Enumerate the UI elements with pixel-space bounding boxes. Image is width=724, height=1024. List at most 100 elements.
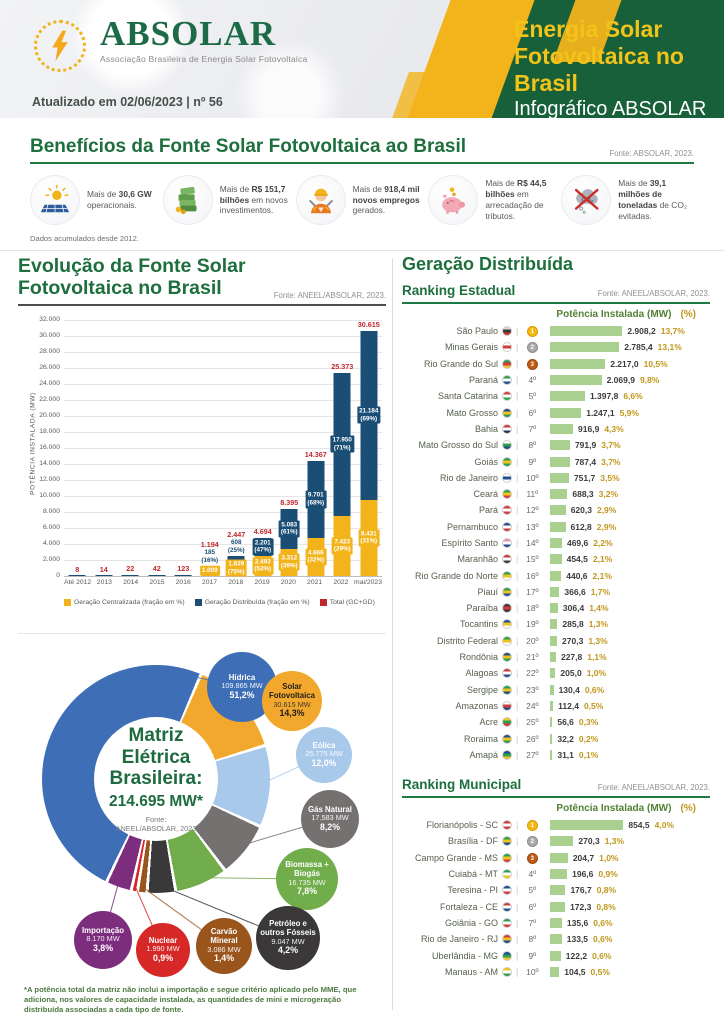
flag-icon (502, 885, 512, 896)
solar-panel-icon (30, 175, 80, 225)
ranking-row: Rio de Janeiro - RJ | 8º 133,5 0,6% (402, 931, 710, 947)
evolution-title: Evolução da Fonte Solar Fotovoltaica no … (18, 255, 246, 300)
flag-icon (502, 820, 512, 831)
ranking-value: 56,6 (557, 717, 574, 728)
ranking-pct: 0,6% (584, 684, 605, 695)
ranking-row: Espírito Santo | 14º 469,6 2,2% (402, 535, 710, 551)
label-line: (16%) (201, 556, 219, 564)
rank-position: 12º (526, 505, 539, 516)
ranking-value: 612,8 (570, 521, 592, 532)
chart-legend: Geração Centralizada (fração em %) Geraç… (64, 598, 386, 606)
gridline (64, 319, 382, 321)
ranking-bar (550, 635, 558, 646)
matriz-title-line: Elétrica (121, 746, 191, 768)
flag-icon (502, 472, 512, 483)
ranking-pct: 1,3% (588, 619, 609, 630)
ranking-row: Florianópolis - SC | 1 854,5 4,0% (402, 817, 710, 833)
bar-total: 123 (177, 563, 190, 573)
bubble-label: Hídrica (228, 672, 256, 682)
matriz-source: Fonte: ANEEL/ABSOLAR, 2023 (74, 815, 238, 833)
ranking-row: Mato Grosso do Sul | 8º 791,9 3,7% (402, 437, 710, 453)
bubble-pct: 12,0% (311, 757, 337, 768)
bubble-label: Petróleo e outros Fósseis (260, 919, 316, 937)
ranking-value: 130,4 (558, 684, 580, 695)
bar-total: 14.367 (304, 449, 327, 459)
y-tick-label: 10.000 (39, 491, 60, 499)
segment-gd (227, 556, 245, 561)
ranking-bar (550, 326, 623, 337)
ranking-row: Pernambuco | 13º 612,8 2,9% (402, 519, 710, 535)
rank-position: 14º (526, 538, 539, 548)
legend-item: Geração Distribuída (fração em %) (194, 598, 310, 606)
ranking-row: Distrito Federal | 20º 270,3 1,3% (402, 633, 710, 649)
divider (402, 796, 710, 799)
y-tick-label: 18.000 (39, 427, 60, 435)
benefit-item: Mais de 918,4 mil novos empregos gerados… (295, 175, 429, 225)
ranking-bar (550, 603, 558, 614)
bubble-mw: 8.170 MW (86, 934, 120, 944)
bubble-mw: 30.615 MW (273, 699, 311, 709)
flag-icon (502, 554, 512, 565)
label-line: (75%) (227, 568, 245, 576)
flag-icon (502, 700, 512, 711)
flag-icon (502, 456, 512, 467)
matriz-section: Matriz Elétrica Brasileira: 214.695 MW* … (18, 645, 386, 1024)
flag-icon (502, 326, 512, 337)
ranking-pct: 0,6% (592, 950, 612, 961)
segment-gd (68, 575, 86, 576)
matriz-total: 214.695 MW* (109, 792, 203, 810)
ranking-name: Amapá (469, 749, 498, 760)
separator: | (516, 717, 519, 728)
bar-group-2017: 1.009 185 (16%) 1.194 (197, 320, 224, 576)
flag-icon (502, 342, 512, 353)
bubble-mw: 1.990 MW (146, 944, 180, 954)
gold-medal-icon: 1 (526, 820, 538, 832)
flag-icon (502, 586, 512, 597)
benefit-pre: Mais de (87, 189, 119, 200)
benefit-post: gerados. (352, 205, 386, 216)
rank-position: 8º (528, 440, 537, 451)
label-line: 4.666 (307, 549, 324, 557)
ranking-value: 1.247,1 (586, 407, 615, 418)
gridline (64, 543, 382, 545)
ranking-name: Rio de Janeiro (439, 472, 498, 483)
ranking-pct: 0,2% (578, 733, 599, 744)
ranking-row: Bahia | 7º 916,9 4,3% (402, 421, 710, 437)
flag-icon (502, 440, 512, 451)
ranking-pct: 1,1% (587, 652, 607, 663)
municipal-ranking-header: Potência Instalada (MW) (%) (402, 803, 710, 814)
evolution-section: Evolução da Fonte Solar Fotovoltaica no … (18, 255, 386, 606)
gridline (64, 559, 382, 561)
separator: | (516, 521, 519, 532)
rank-position: 19º (526, 619, 539, 630)
ranking-bar (550, 521, 566, 532)
bar-label-gd: 9.701 (68%) (305, 490, 327, 509)
rank-position: 18º (526, 603, 539, 614)
ranking-pct: 1,0% (599, 852, 619, 863)
matriz-bubble-2: Eólica 25.775 MW 12,0% (296, 727, 352, 783)
ranking-name: Florianópolis - SC (426, 820, 498, 831)
y-tick-label: 14.000 (39, 459, 60, 467)
ranking-name: Piauí (477, 586, 498, 597)
rank-position: 3 (522, 358, 542, 370)
bar-total: 30.615 (357, 319, 380, 329)
bar-total: 14 (99, 564, 108, 574)
column-header-pct: (%) (680, 803, 696, 815)
ranking-pct: 0,3% (578, 717, 599, 728)
rank-position: 9º (528, 950, 537, 961)
gridline (64, 463, 382, 465)
bar-label-gd: 5.083 (61%) (278, 520, 300, 538)
gridline (64, 383, 382, 385)
column-header-power: Potência Instalada (MW) (556, 803, 672, 815)
divider (18, 303, 386, 306)
benefit-text: Mais de 30,6 GW operacionais. (87, 189, 161, 211)
benefits-footnote: Dados acumulados desde 2012. (30, 234, 139, 243)
bubble-mw: 25.775 MW (305, 749, 343, 759)
y-tick-label: 20.000 (39, 411, 60, 419)
label-line: (69%) (360, 415, 378, 423)
ranking-name: Alagoas (465, 668, 498, 679)
ranking-row: Ceará | 11º 688,3 3,2% (402, 486, 710, 502)
benefit-bold: 918,4 mil novos empregos (352, 183, 420, 205)
bar-label-gc: 1.009 (199, 565, 220, 576)
separator: | (516, 934, 519, 945)
